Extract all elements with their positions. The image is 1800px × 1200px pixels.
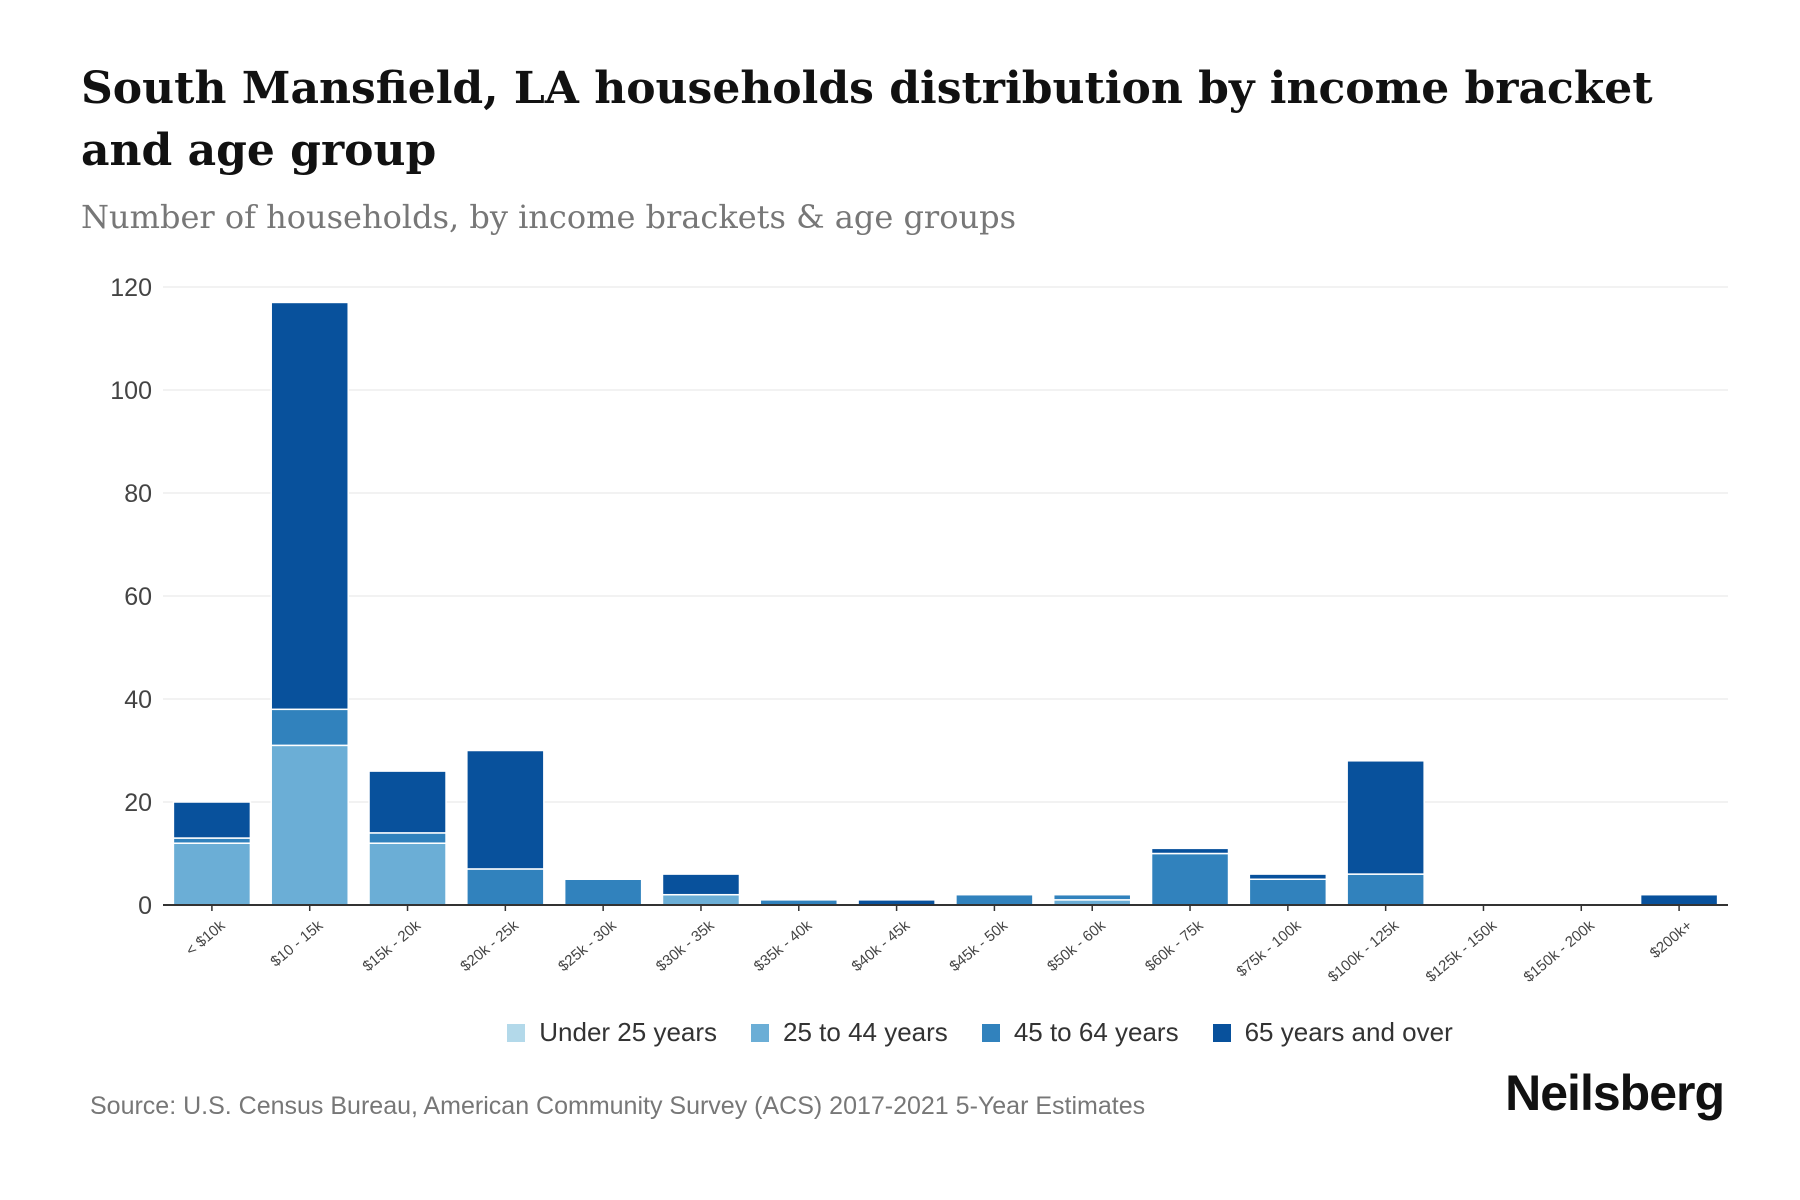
- neilsberg-logo: Neilsberg: [1505, 1065, 1725, 1121]
- y-tick-label: 20: [124, 789, 152, 817]
- y-tick-label: 60: [124, 583, 152, 611]
- bar-segment: [172, 842, 252, 906]
- bar-segment: [1248, 873, 1328, 880]
- x-tick-label: < $10k: [183, 917, 229, 960]
- x-tick-label: $40k - 45k: [849, 917, 914, 975]
- x-tick-label: $100k - 125k: [1325, 917, 1403, 986]
- x-tick-label: $10 - 15k: [267, 917, 326, 971]
- bar-segment: [368, 832, 447, 844]
- chart-title: South Mansfield, LA households distribut…: [81, 63, 1653, 176]
- bar-segment: [1639, 893, 1719, 906]
- legend-label: 25 to 44 years: [783, 1017, 948, 1047]
- bar-segment: [172, 801, 252, 839]
- bar-chart: 0 20 40 60 80 100 120 < $10k $10 - 15k $15k - 20k…: [110, 274, 1728, 986]
- legend-item: Under 25 years: [507, 1017, 717, 1048]
- legend-swatch: [751, 1023, 770, 1042]
- bar-segment: [270, 301, 349, 711]
- bar-segment: [368, 842, 447, 906]
- x-tick-label: $200k+: [1647, 917, 1696, 962]
- x-tick-label: $45k - 50k: [946, 917, 1011, 975]
- legend-item: 45 to 64 years: [981, 1017, 1179, 1048]
- legend-label: 45 to 64 years: [1013, 1017, 1179, 1047]
- x-tick-label: $50k - 60k: [1044, 917, 1109, 975]
- bar-segment: [1150, 847, 1230, 855]
- source-note: Source: U.S. Census Bureau, American Com…: [90, 1092, 1146, 1120]
- y-tick-label: 100: [110, 377, 152, 405]
- legend-label: 65 years and over: [1244, 1017, 1453, 1047]
- x-tick-label: $150k - 200k: [1520, 917, 1598, 986]
- y-tick-label: 120: [110, 274, 152, 302]
- x-tick-label: $15k - 20k: [360, 917, 425, 975]
- legend-label: Under 25 years: [539, 1017, 718, 1047]
- bar-segment: [466, 868, 545, 906]
- y-tick-label: 80: [124, 480, 152, 508]
- legend-swatch: [507, 1023, 526, 1042]
- bar-segment: [1346, 760, 1425, 875]
- bar-segment: [270, 744, 349, 906]
- x-tick-label: $30k - 35k: [653, 917, 718, 975]
- bar-segment: [172, 837, 252, 844]
- bar-segment: [563, 878, 643, 906]
- legend-swatch: [1212, 1023, 1231, 1042]
- bar-segment: [368, 770, 447, 834]
- legend-item: 65 years and over: [1212, 1017, 1453, 1048]
- x-tick-label: $125k - 150k: [1423, 917, 1501, 986]
- bar-segment: [466, 749, 545, 870]
- y-tick-label: 40: [124, 686, 152, 714]
- legend-item: 25 to 44 years: [751, 1017, 948, 1048]
- x-tick-label: $60k - 75k: [1142, 917, 1207, 975]
- bar-segment: [270, 708, 349, 747]
- x-tick-label: $25k - 30k: [555, 917, 620, 975]
- bar-segment: [955, 893, 1034, 906]
- x-tick-label: $75k - 100k: [1233, 917, 1304, 981]
- bar-segment: [1052, 893, 1132, 901]
- y-tick-label: 0: [138, 892, 152, 920]
- bar-segment: [1150, 852, 1230, 906]
- chart-subtitle: Number of households, by income brackets…: [81, 198, 1016, 236]
- bar-segment: [1346, 873, 1425, 906]
- x-tick-label: $20k - 25k: [457, 917, 522, 975]
- bar-segment: [1248, 878, 1328, 906]
- bar-segment: [661, 893, 741, 906]
- legend-swatch: [981, 1023, 1000, 1042]
- x-tick-label: $35k - 40k: [751, 917, 816, 975]
- legend: Under 25 years 25 to 44 years 45 to 64 yea…: [0, 1017, 1800, 1048]
- bar-segment: [661, 873, 741, 896]
